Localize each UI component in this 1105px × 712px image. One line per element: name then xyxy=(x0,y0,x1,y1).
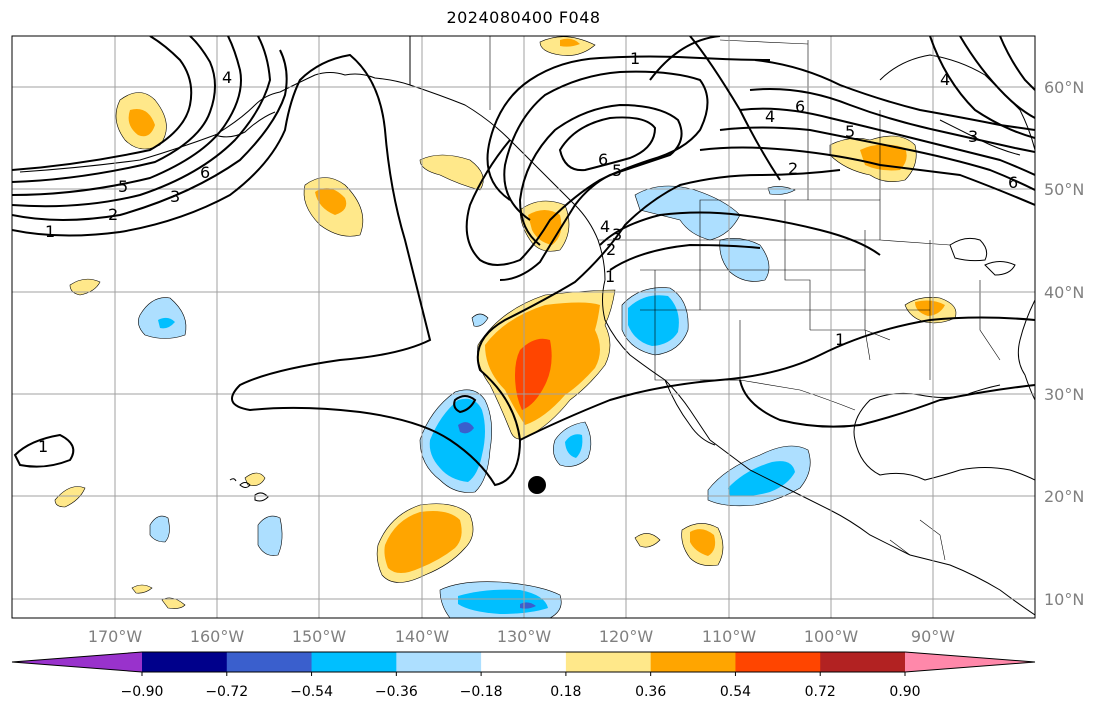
lon-label: 150°W xyxy=(292,627,347,646)
map-frame xyxy=(11,35,1036,619)
colorbar-segment xyxy=(226,652,313,672)
lon-label: 90°W xyxy=(911,627,955,646)
contour-label: 6 xyxy=(1008,173,1018,192)
positive-anomaly-region xyxy=(128,109,155,137)
contour-label: 6 xyxy=(795,97,805,116)
colorbar xyxy=(11,651,1036,673)
colorbar-tick-label: −0.90 xyxy=(121,684,164,700)
lat-label: 40°N xyxy=(1044,283,1084,302)
colorbar-tick-label: −0.54 xyxy=(290,684,333,700)
colorbar-segment xyxy=(396,652,482,672)
contour-lines xyxy=(12,36,1035,487)
contour-label: 5 xyxy=(845,122,855,141)
colorbar-segment xyxy=(735,652,821,672)
colorbar-segment xyxy=(481,652,567,672)
contour-label: 6 xyxy=(200,163,210,182)
positive-anomaly-region xyxy=(131,584,153,594)
positive-anomaly-region xyxy=(560,38,580,47)
contour-label: 2 xyxy=(788,159,798,178)
negative-anomaly-region xyxy=(429,398,485,482)
lon-label: 160°W xyxy=(190,627,245,646)
negative-anomaly-region xyxy=(138,297,187,339)
contour-labels: 1 2 3 4 5 6 1 2 4 5 6 6 5 4 3 2 1 1 1 4 … xyxy=(38,49,1018,456)
contour-label: 2 xyxy=(108,205,118,224)
contour-label: 1 xyxy=(605,267,615,286)
contour-label: 3 xyxy=(612,225,622,244)
colorbar-segment xyxy=(565,652,652,672)
positive-anomaly-region xyxy=(161,597,186,609)
lon-label: 110°W xyxy=(702,627,757,646)
contour-label: 4 xyxy=(940,70,950,89)
negative-anomaly-region xyxy=(565,434,583,458)
contour-label: 5 xyxy=(612,161,622,180)
negative-anomaly-region xyxy=(719,238,770,282)
latitude-labels: 60°N 50°N 40°N 30°N 20°N 10°N xyxy=(1044,78,1084,609)
lon-label: 100°W xyxy=(804,627,859,646)
colorbar-segment xyxy=(820,652,906,672)
colorbar-segment xyxy=(650,652,736,672)
coastlines xyxy=(19,36,1035,616)
contour-label: 1 xyxy=(630,49,640,68)
contour-label: 5 xyxy=(118,177,128,196)
positive-anomaly-region xyxy=(54,486,86,508)
lat-label: 30°N xyxy=(1044,385,1084,404)
negative-anomaly-region xyxy=(728,461,795,497)
contour-label: 4 xyxy=(600,217,610,236)
contour-label: 6 xyxy=(598,150,608,169)
longitude-labels: 170°W 160°W 150°W 140°W 130°W 120°W 110°… xyxy=(88,627,955,646)
lat-label: 20°N xyxy=(1044,487,1084,506)
colorbar-tick-label: −0.18 xyxy=(460,684,503,700)
positive-anomaly-region xyxy=(634,533,661,548)
map-title: 2024080400 F048 xyxy=(446,8,601,27)
contour-label: 3 xyxy=(170,187,180,206)
contour-label: 2 xyxy=(606,240,616,259)
contour-label: 3 xyxy=(968,127,978,146)
colorbar-tick-label: −0.72 xyxy=(205,684,248,700)
colorbar-tick-label: 0.36 xyxy=(635,684,666,700)
negative-anomaly-region xyxy=(149,515,170,543)
negative-anomaly-region xyxy=(628,295,679,346)
contour-label: 4 xyxy=(765,107,775,126)
colorbar-tick-label: −0.36 xyxy=(375,684,418,700)
political-borders xyxy=(409,36,1001,561)
contour-label: 1 xyxy=(45,222,55,241)
colorbar-tick-label: 0.18 xyxy=(550,684,581,700)
negative-anomaly-region xyxy=(158,317,175,329)
positive-anomaly-region xyxy=(419,154,484,191)
lon-label: 120°W xyxy=(599,627,654,646)
colorbar-tick-label: 0.72 xyxy=(805,684,836,700)
colorbar-extension-low xyxy=(12,652,142,672)
colorbar-tick-label: 0.54 xyxy=(720,684,751,700)
lat-label: 10°N xyxy=(1044,590,1084,609)
negative-anomaly-region xyxy=(458,422,474,434)
colorbar-ticks: −0.90 −0.72 −0.54 −0.36 −0.18 0.18 0.36 0.54 0.7… xyxy=(121,672,921,700)
lon-label: 170°W xyxy=(88,627,143,646)
lon-label: 130°W xyxy=(497,627,552,646)
negative-anomaly-region xyxy=(767,186,796,195)
positive-anomaly-region xyxy=(244,472,266,486)
storm-center-marker xyxy=(528,476,546,494)
colorbar-segment xyxy=(311,652,397,672)
graticule xyxy=(12,36,1035,618)
lon-label: 140°W xyxy=(395,627,450,646)
negative-anomaly-region xyxy=(257,515,283,556)
positive-anomaly-region xyxy=(690,529,716,556)
contour-label: 1 xyxy=(835,330,845,349)
contour-label: 4 xyxy=(222,68,232,87)
lat-label: 60°N xyxy=(1044,78,1084,97)
colorbar-segment xyxy=(142,652,228,672)
positive-anomaly-region xyxy=(315,188,347,215)
colorbar-extension-high xyxy=(905,652,1035,672)
negative-anomaly-region xyxy=(471,313,489,327)
contour-label: 1 xyxy=(38,437,48,456)
lat-label: 50°N xyxy=(1044,180,1084,199)
positive-anomaly-region xyxy=(384,511,462,573)
colorbar-tick-label: 0.90 xyxy=(889,684,920,700)
